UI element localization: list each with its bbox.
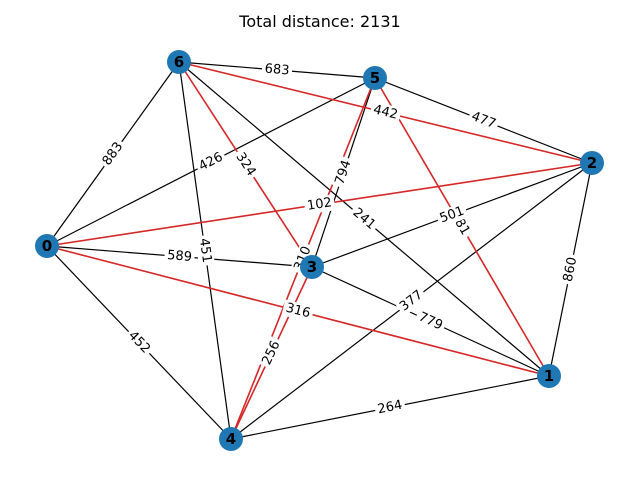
edge-label-0-2: 102 <box>303 194 336 215</box>
edge-label-6-1: 241 <box>347 203 381 235</box>
edge-label-background <box>559 253 582 286</box>
edge-label-6-2: 442 <box>369 101 402 124</box>
edge-label-background <box>97 137 129 171</box>
node-2: 2 <box>580 151 604 175</box>
node-circle <box>300 255 324 279</box>
edge-label-0-5: 426 <box>194 148 228 176</box>
node-label: 6 <box>174 53 184 71</box>
node-circle <box>167 50 191 74</box>
node-label: 3 <box>307 258 317 276</box>
node-circle <box>35 234 59 258</box>
node-circle <box>363 66 387 90</box>
node-label: 0 <box>42 237 52 255</box>
node-5: 5 <box>363 66 387 90</box>
edge-label-0-1: 316 <box>281 299 315 323</box>
nodes-layer: 0 1 2 3 4 5 6 <box>35 50 604 451</box>
node-1: 1 <box>537 364 561 388</box>
edge-weight-label: 102 <box>306 195 333 214</box>
edge-labels-layer: 883 4261025893164526834423242414514777948… <box>97 60 582 419</box>
edge-weight-label: 589 <box>167 248 193 265</box>
edge-label-2-1: 860 <box>559 253 582 286</box>
edge-label-background <box>230 147 261 182</box>
node-circle <box>580 151 604 175</box>
edge-label-6-5: 683 <box>261 60 293 80</box>
edge-label-background <box>281 299 315 323</box>
node-circle <box>537 364 561 388</box>
node-3: 3 <box>300 255 324 279</box>
edge-label-background <box>394 285 429 317</box>
edge-label-6-3: 324 <box>230 147 261 182</box>
edge-weight-label: 794 <box>332 158 354 186</box>
edge-weight-label: 264 <box>376 398 403 418</box>
node-label: 1 <box>544 367 554 385</box>
node-0: 0 <box>35 234 59 258</box>
edge-label-3-4: 256 <box>257 336 286 370</box>
edge-label-background <box>290 241 316 276</box>
edge-label-5-3: 794 <box>331 155 356 190</box>
edge-label-background <box>122 326 156 359</box>
edge-label-background <box>466 107 501 134</box>
edge-label-background <box>373 396 407 419</box>
edge-weight-label: 316 <box>284 301 312 322</box>
edge-label-0-6: 883 <box>97 137 129 171</box>
node-label: 2 <box>587 154 597 172</box>
node-4: 4 <box>219 427 243 451</box>
edge-label-background <box>303 194 336 215</box>
edge-label-background <box>331 155 356 190</box>
node-label: 4 <box>226 430 236 448</box>
edge-weight-label: 683 <box>264 62 290 79</box>
edge-weight-label: 860 <box>561 256 581 283</box>
edge-label-background <box>435 202 469 228</box>
edge-label-5-2: 477 <box>466 107 501 134</box>
edge-label-0-3: 589 <box>163 247 196 266</box>
edge-label-3-1: 779 <box>413 307 448 336</box>
node-6: 6 <box>167 50 191 74</box>
node-circle <box>219 427 243 451</box>
edge-label-background <box>347 203 381 235</box>
edge-label-background <box>194 148 228 176</box>
edge-label-6-4: 451 <box>195 234 215 267</box>
edge-label-1-4: 264 <box>373 396 407 419</box>
edge-label-background <box>257 336 286 370</box>
graph-title: Total distance: 2131 <box>239 12 401 31</box>
edge-label-background <box>163 247 196 266</box>
edge-label-background <box>369 101 402 124</box>
edge-weight-label: 442 <box>372 102 400 122</box>
edge-label-background <box>195 234 215 267</box>
edge-label-background <box>413 307 448 336</box>
edge-label-2-3: 501 <box>435 202 469 228</box>
edges-layer <box>46 61 593 440</box>
node-label: 5 <box>370 69 380 87</box>
edge-weight-label: 451 <box>196 237 214 264</box>
edge-label-background <box>261 60 293 80</box>
